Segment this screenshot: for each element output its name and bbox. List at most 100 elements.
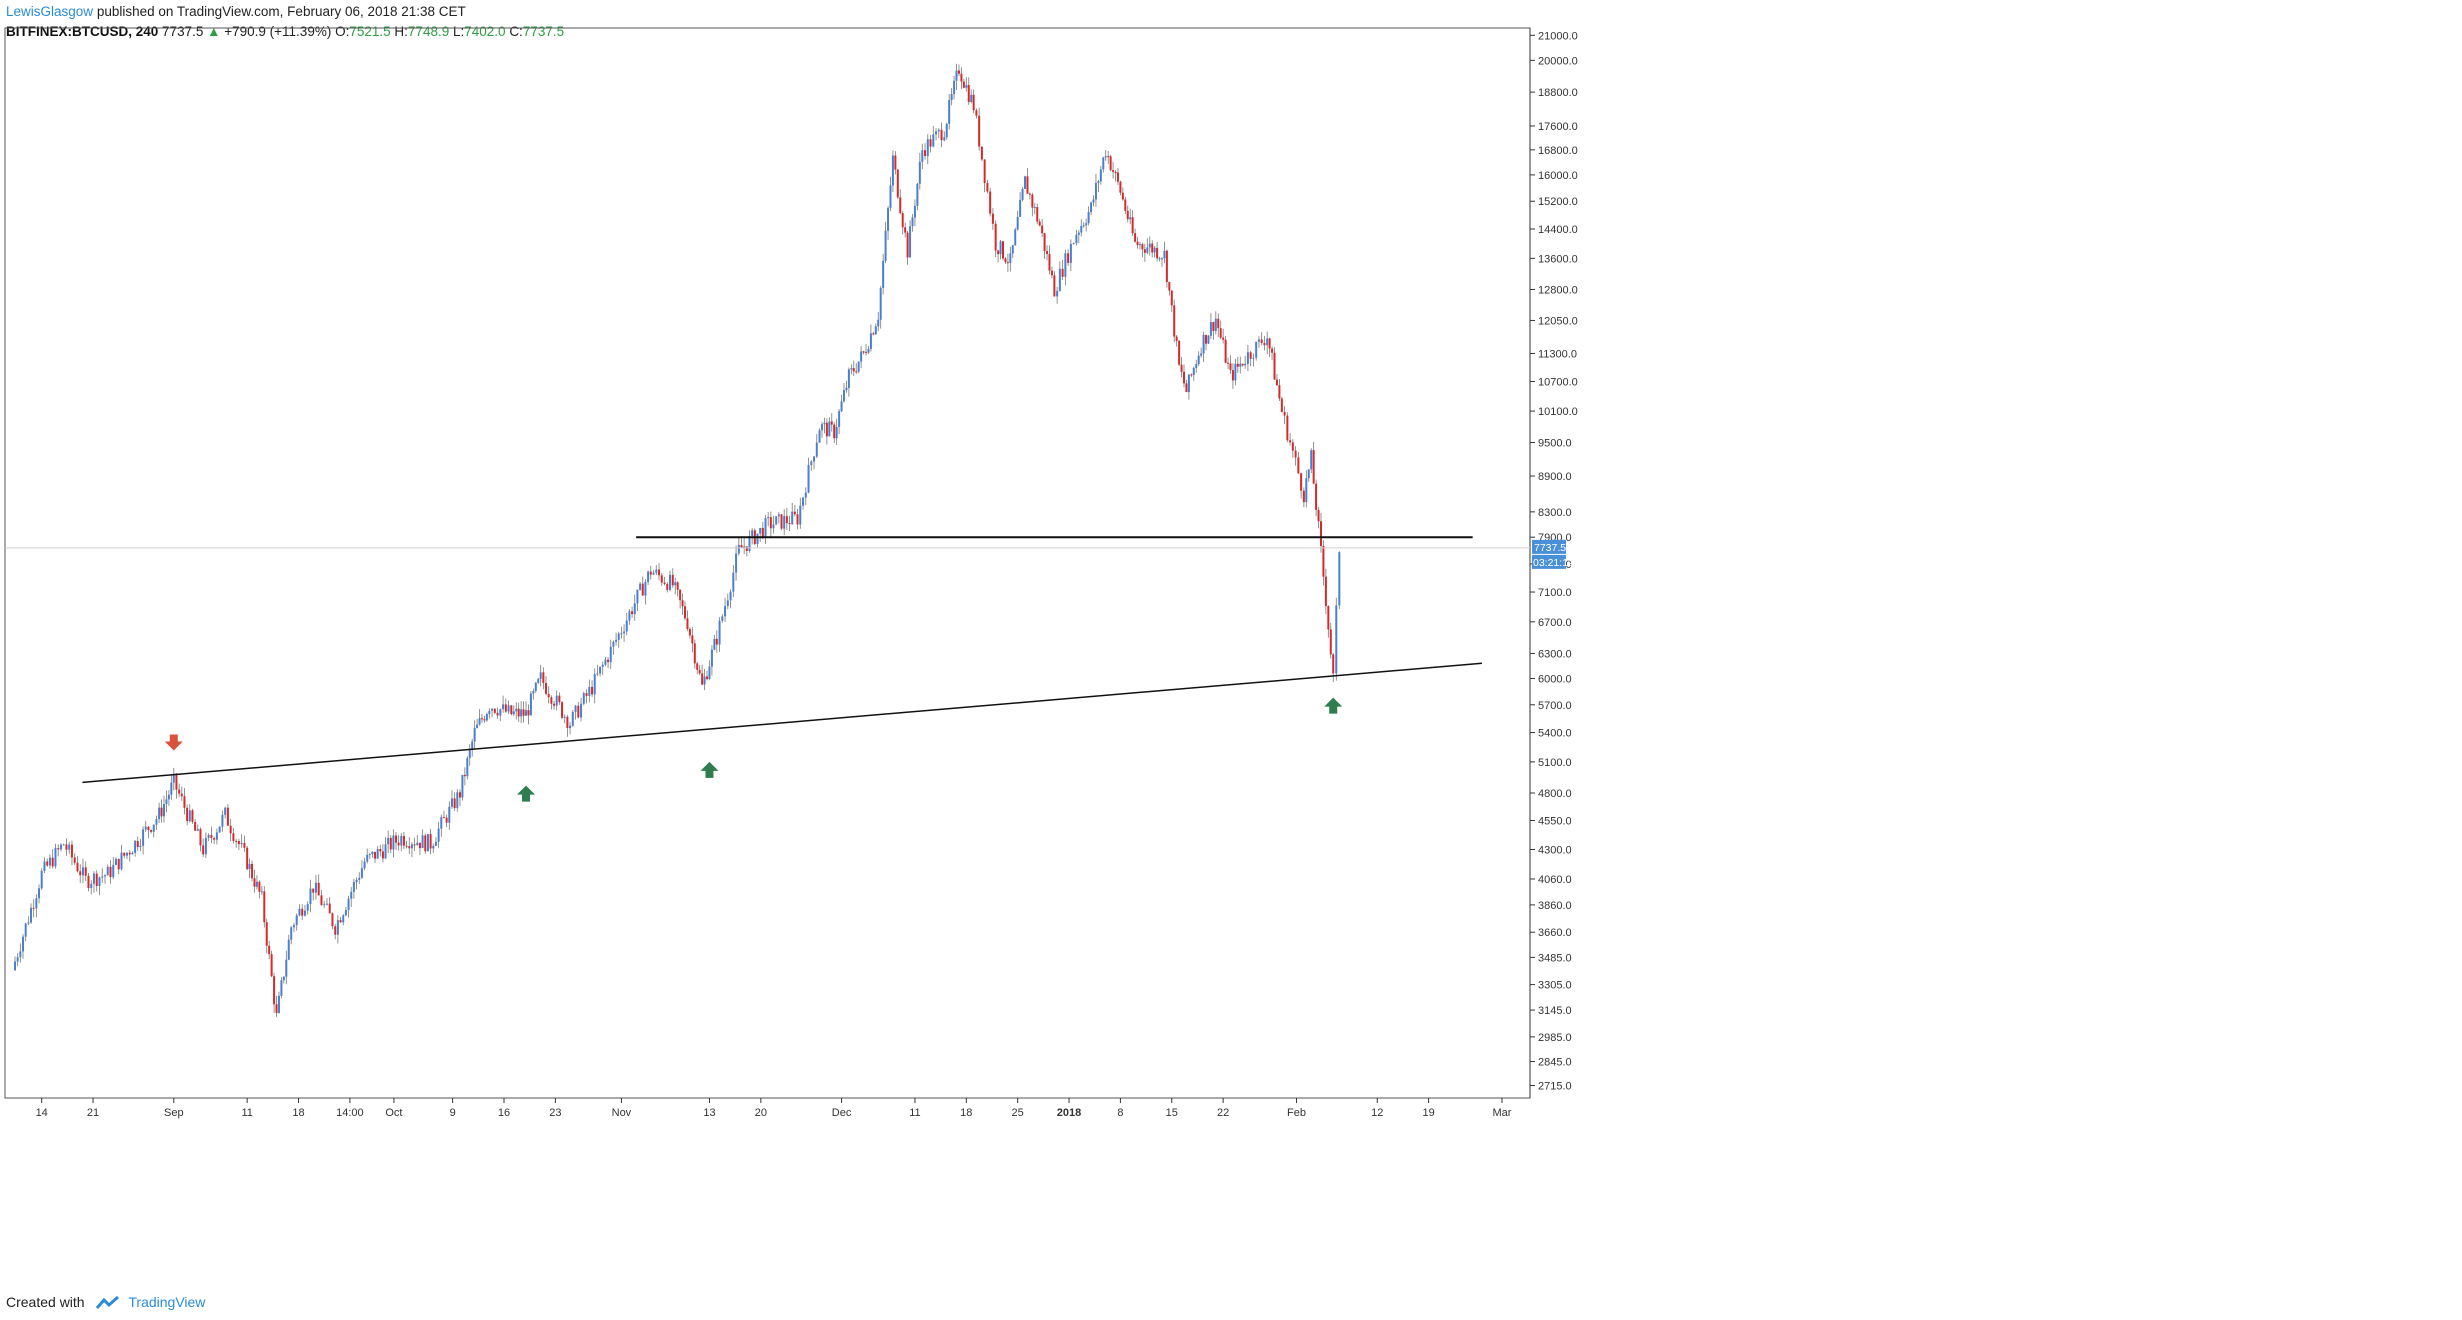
candle-body xyxy=(1317,509,1320,522)
candle-body xyxy=(87,875,90,889)
candle-body xyxy=(620,633,623,635)
candle-body xyxy=(813,456,816,462)
x-tick-label: 25 xyxy=(1012,1107,1024,1119)
candle-body xyxy=(962,81,965,88)
candle-body xyxy=(507,705,510,712)
candle-body xyxy=(22,936,25,952)
candle-body xyxy=(636,589,639,604)
candle-body xyxy=(285,959,288,977)
candle-body xyxy=(585,693,588,696)
candle-body xyxy=(810,461,813,466)
candle-body xyxy=(147,826,150,830)
candle-body xyxy=(46,861,49,866)
candle-body xyxy=(1094,182,1097,200)
y-tick-label: 20000.0 xyxy=(1538,55,1578,67)
candle-body xyxy=(432,845,435,849)
x-tick-label: 2018 xyxy=(1057,1107,1081,1119)
author-link[interactable]: LewisGlasgow xyxy=(6,4,94,19)
candle-body xyxy=(188,810,191,822)
candle-body xyxy=(1257,339,1260,342)
candle-body xyxy=(1224,339,1227,363)
candle-body xyxy=(73,857,76,863)
candle-body xyxy=(631,611,634,615)
candle-body xyxy=(660,575,663,583)
candle-body xyxy=(802,497,805,506)
candle-body xyxy=(520,709,523,717)
candle-body xyxy=(183,796,186,808)
candle-body xyxy=(128,852,131,855)
candle-body xyxy=(461,774,464,798)
candle-body xyxy=(830,421,833,425)
candle-body xyxy=(788,523,791,525)
candle-body xyxy=(1158,258,1161,260)
candle-body xyxy=(929,139,932,147)
x-tick-label: 11 xyxy=(909,1107,920,1119)
x-tick-label: Sep xyxy=(164,1107,184,1119)
candle-body xyxy=(81,867,84,876)
candle-body xyxy=(172,773,175,783)
candle-body xyxy=(1075,234,1078,244)
x-tick-label: Feb xyxy=(1287,1107,1306,1119)
candle-body xyxy=(1319,521,1322,546)
y-tick-label: 6300.0 xyxy=(1538,648,1572,660)
candle-body xyxy=(51,857,54,867)
tradingview-brand-link[interactable]: TradingView xyxy=(128,1294,206,1310)
candle-body xyxy=(84,867,87,876)
candle-body xyxy=(98,877,101,887)
candle-body xyxy=(948,99,951,124)
candle-body xyxy=(681,600,684,607)
candle-body xyxy=(825,422,828,437)
candle-body xyxy=(248,863,251,870)
candle-body xyxy=(1266,338,1269,346)
candle-body xyxy=(561,702,564,718)
candle-body xyxy=(95,873,98,887)
candle-body xyxy=(1024,176,1027,189)
candle-body xyxy=(317,882,320,896)
candle-body xyxy=(273,976,276,1005)
candle-body xyxy=(978,115,981,147)
last-price-badge xyxy=(1532,539,1566,554)
candle-body xyxy=(891,155,894,186)
candle-body xyxy=(1312,450,1315,484)
x-tick-label: 11 xyxy=(241,1107,252,1119)
x-tick-label: 23 xyxy=(549,1107,561,1119)
candlestick-series xyxy=(14,63,1341,1018)
x-tick-label: 19 xyxy=(1422,1107,1434,1119)
candle-body xyxy=(1151,243,1154,253)
candle-body xyxy=(232,833,235,841)
candle-body xyxy=(721,616,724,621)
candle-body xyxy=(253,878,256,887)
candle-body xyxy=(980,146,983,160)
x-tick-label: 21 xyxy=(87,1107,99,1119)
candle-body xyxy=(1116,172,1119,182)
candle-body xyxy=(502,704,505,710)
candle-body xyxy=(539,672,542,679)
candle-body xyxy=(298,908,301,916)
candle-body xyxy=(679,589,682,601)
candle-body xyxy=(101,876,104,878)
y-tick-label: 3305.0 xyxy=(1538,980,1572,992)
candle-body xyxy=(355,879,358,883)
candle-body xyxy=(604,659,607,665)
candle-body xyxy=(1031,194,1034,208)
candle-body xyxy=(591,686,594,695)
candle-body xyxy=(358,877,361,880)
candle-body xyxy=(331,913,334,927)
candle-body xyxy=(442,817,445,819)
candle-body xyxy=(921,150,924,162)
published-text: published on TradingView.com, February 0… xyxy=(96,4,466,19)
candle-body xyxy=(1168,281,1171,291)
y-tick-label: 14400.0 xyxy=(1538,224,1578,236)
candle-body xyxy=(823,422,826,425)
candle-body xyxy=(152,824,155,832)
candle-body xyxy=(68,844,71,850)
candle-body xyxy=(644,581,647,596)
candle-body xyxy=(756,533,759,544)
candle-body xyxy=(275,1004,278,1013)
candle-body xyxy=(1126,210,1129,220)
candle-body xyxy=(1136,241,1139,246)
candle-body xyxy=(268,945,271,955)
candle-body xyxy=(180,793,183,797)
candle-body xyxy=(221,814,224,827)
